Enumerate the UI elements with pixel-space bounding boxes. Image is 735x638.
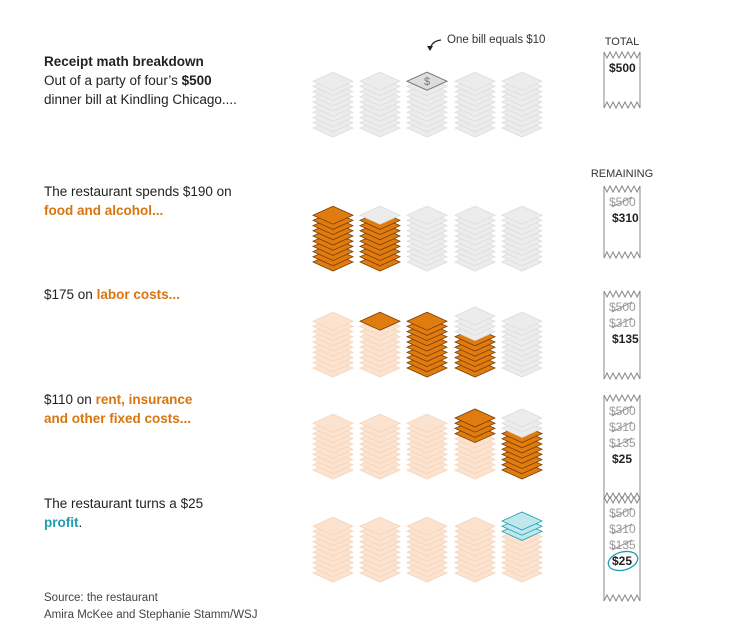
bill-profit <box>501 511 543 531</box>
bill-stack <box>312 516 354 583</box>
current-amount: $25 <box>612 554 632 568</box>
bill-remaining <box>501 311 543 331</box>
bill-stack <box>454 71 496 138</box>
current-amount: $25 <box>612 452 632 466</box>
bill-current <box>454 408 496 428</box>
current-amount: $135 <box>612 332 639 346</box>
bill-past <box>406 516 448 536</box>
bill-current <box>359 311 401 331</box>
intro-amount: $500 <box>181 73 212 88</box>
bill-stack <box>454 516 496 583</box>
bill-stack <box>454 306 496 378</box>
bill-remaining <box>406 205 448 225</box>
receipt: $500$310$135$25 <box>603 495 641 603</box>
total-label: TOTAL <box>604 36 640 48</box>
step-profit: The restaurant turns a $25 profit. <box>44 496 204 530</box>
bill-stack <box>312 413 354 480</box>
bill-stack <box>359 413 401 480</box>
bill-stack <box>312 205 354 272</box>
source: Source: the restaurant Amira McKee and St… <box>44 592 258 621</box>
bill-stack <box>454 408 496 480</box>
bill-past <box>312 413 354 433</box>
bill-stack: $ <box>405 71 449 138</box>
receipt: $500$310$135 <box>603 289 641 381</box>
bill-remaining <box>359 205 401 225</box>
bill-past <box>312 516 354 536</box>
bill-remaining <box>454 71 496 91</box>
bill-stack <box>312 71 354 138</box>
bill-remaining <box>454 306 496 326</box>
bill-current <box>312 205 354 225</box>
receipt: $500$310$135$25 <box>603 393 641 501</box>
intro-text: Receipt math breakdown Out of a party of… <box>44 52 274 109</box>
bill-past <box>359 516 401 536</box>
intro-line: Out of a party of four’s <box>44 73 182 88</box>
remaining-label: REMAINING <box>590 168 654 180</box>
receipt: $500$310 <box>603 184 641 260</box>
step-labor: $175 on labor costs... <box>44 287 180 302</box>
bill-stack <box>501 205 543 272</box>
bill-stack <box>501 311 543 378</box>
intro-title: Receipt math breakdown <box>44 54 204 69</box>
receipt: $500 <box>603 50 641 110</box>
current-amount: $310 <box>612 211 639 225</box>
bill-remaining <box>501 205 543 225</box>
bill-past <box>454 516 496 536</box>
intro-line2: dinner bill at Kindling Chicago.... <box>44 92 237 107</box>
bill-stack <box>359 205 401 272</box>
step-food: The restaurant spends $190 on food and a… <box>44 184 232 218</box>
bill-past <box>406 413 448 433</box>
bill-stack <box>454 205 496 272</box>
bill-past <box>312 311 354 331</box>
bill-past <box>359 413 401 433</box>
bill-remaining <box>501 408 543 428</box>
bill-stack <box>359 311 401 378</box>
bill-stack <box>406 311 448 378</box>
bill-stack <box>312 311 354 378</box>
bill-remaining <box>501 71 543 91</box>
profit-circle <box>607 550 639 572</box>
bill-stack <box>406 413 448 480</box>
bill-stack <box>501 511 543 583</box>
bill-remaining <box>454 205 496 225</box>
bill-stack <box>359 71 401 138</box>
bill-stack <box>406 516 448 583</box>
bill-note: One bill equals $10 <box>447 34 546 46</box>
bill-current <box>406 311 448 331</box>
bill-stack <box>501 408 543 480</box>
bill-remaining <box>359 71 401 91</box>
bill-stack <box>359 516 401 583</box>
bill-remaining <box>312 71 354 91</box>
bill-stack <box>501 71 543 138</box>
current-amount: $500 <box>609 61 636 75</box>
dollar-icon: $ <box>424 76 430 88</box>
step-rent: $110 on rent, insurance and other fixed … <box>44 392 193 426</box>
bill-stack <box>406 205 448 272</box>
